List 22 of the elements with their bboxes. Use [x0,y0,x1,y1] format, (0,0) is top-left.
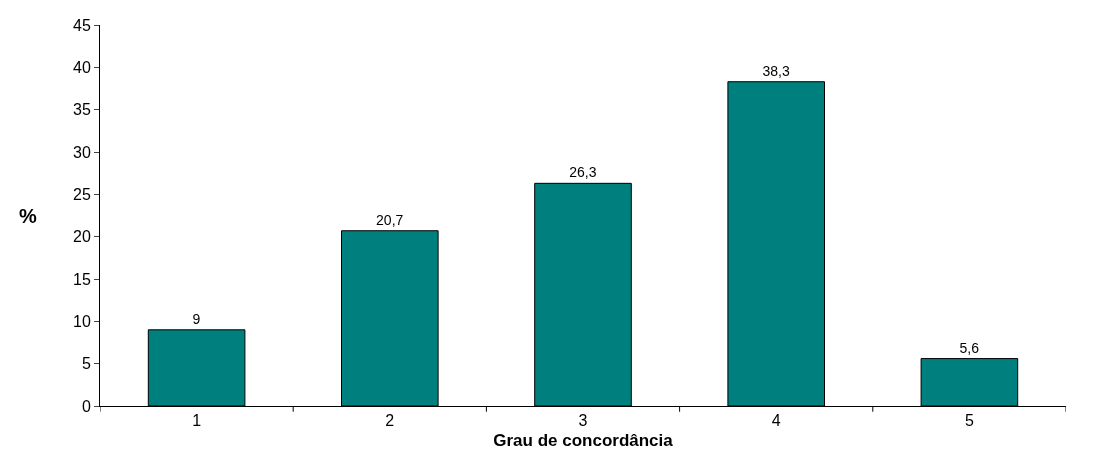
y-tick-label: 5 [81,355,91,373]
y-tick-label: 45 [73,16,91,34]
x-tick-label: 3 [578,412,588,430]
data-label: 38,3 [762,62,790,79]
y-tick-label: 0 [81,397,91,415]
y-axis-title: % [19,205,37,227]
y-tick-label: 35 [73,101,91,119]
data-label: 26,3 [569,164,597,181]
x-tick-label: 4 [771,412,781,430]
x-axis-title: Grau de concordância [493,430,674,450]
y-tick-label: 40 [73,58,91,76]
y-tick-label: 25 [73,185,91,203]
data-label: 20,7 [376,211,404,228]
data-label: 9 [192,310,201,327]
y-tick-label: 15 [73,270,91,288]
data-label: 5,6 [959,339,980,356]
x-tick-label: 2 [385,412,395,430]
y-tick-label: 30 [73,143,91,161]
y-tick-label: 10 [73,312,91,330]
x-tick-label: 1 [192,412,202,430]
x-tick-label: 5 [964,412,974,430]
y-tick-label: 20 [73,228,91,246]
